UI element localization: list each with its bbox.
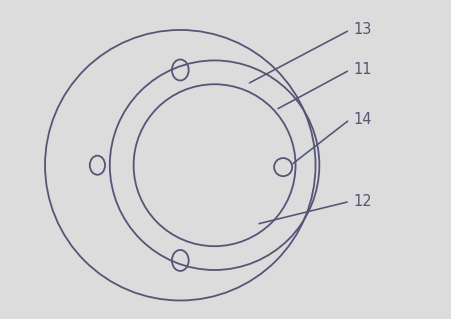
Text: 11: 11 [353,63,371,78]
Text: 14: 14 [353,112,371,127]
Text: 12: 12 [353,194,372,209]
Text: 13: 13 [353,22,371,37]
